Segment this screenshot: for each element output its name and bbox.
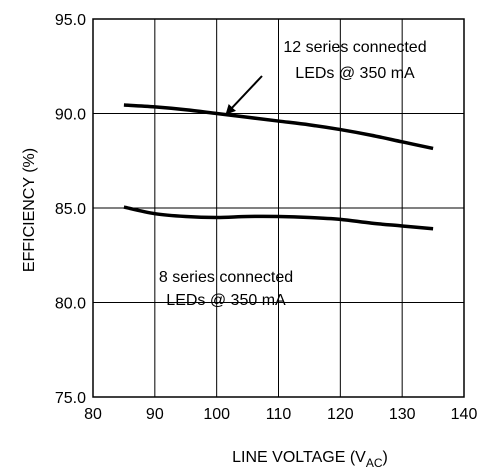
y-tick-label-95: 95.0 [55, 12, 86, 29]
y-tick-label-75: 75.0 [55, 390, 86, 407]
annotation-12-line-2: LEDs @ 350 mA [295, 65, 415, 82]
y-tick-label-80: 80.0 [55, 296, 86, 313]
y-tick-label-85: 85.0 [55, 201, 86, 218]
series-line-1 [123, 103, 434, 151]
annotation-8-line-1: 8 series connected [159, 269, 293, 286]
annotation-12-arrow [225, 75, 263, 115]
x-axis-title: LINE VOLTAGE (VAC) [232, 449, 388, 470]
x-tick-label-130: 130 [389, 406, 416, 423]
x-axis-title-close: ) [383, 449, 388, 466]
y-axis-title: EFFICIENCY (%) [21, 148, 38, 272]
x-tick-label-110: 110 [266, 406, 292, 423]
grid-lines [93, 19, 464, 397]
x-tick-label-120: 120 [327, 406, 354, 423]
annotation-8-series: 8 series connected LEDs @ 350 mA [159, 269, 293, 309]
x-tick-labels: 80 90 100 110 120 130 140 [84, 406, 477, 423]
x-tick-label-100: 100 [203, 406, 230, 423]
annotation-12-series: 12 series connected LEDs @ 350 mA [225, 39, 427, 115]
x-tick-label-80: 80 [84, 406, 102, 423]
y-tick-label-90: 90.0 [55, 107, 86, 124]
x-tick-label-90: 90 [146, 406, 164, 423]
series-line-2 [123, 205, 434, 231]
y-tick-labels: 75.0 80.0 85.0 90.0 95.0 [55, 12, 86, 407]
x-tick-label-140: 140 [451, 406, 478, 423]
annotation-12-line-1: 12 series connected [283, 39, 426, 56]
x-axis-title-subscript: AC [366, 456, 383, 470]
series-layer [123, 103, 434, 231]
annotation-8-line-2: LEDs @ 350 mA [166, 292, 286, 309]
plot-frame [92, 18, 465, 398]
